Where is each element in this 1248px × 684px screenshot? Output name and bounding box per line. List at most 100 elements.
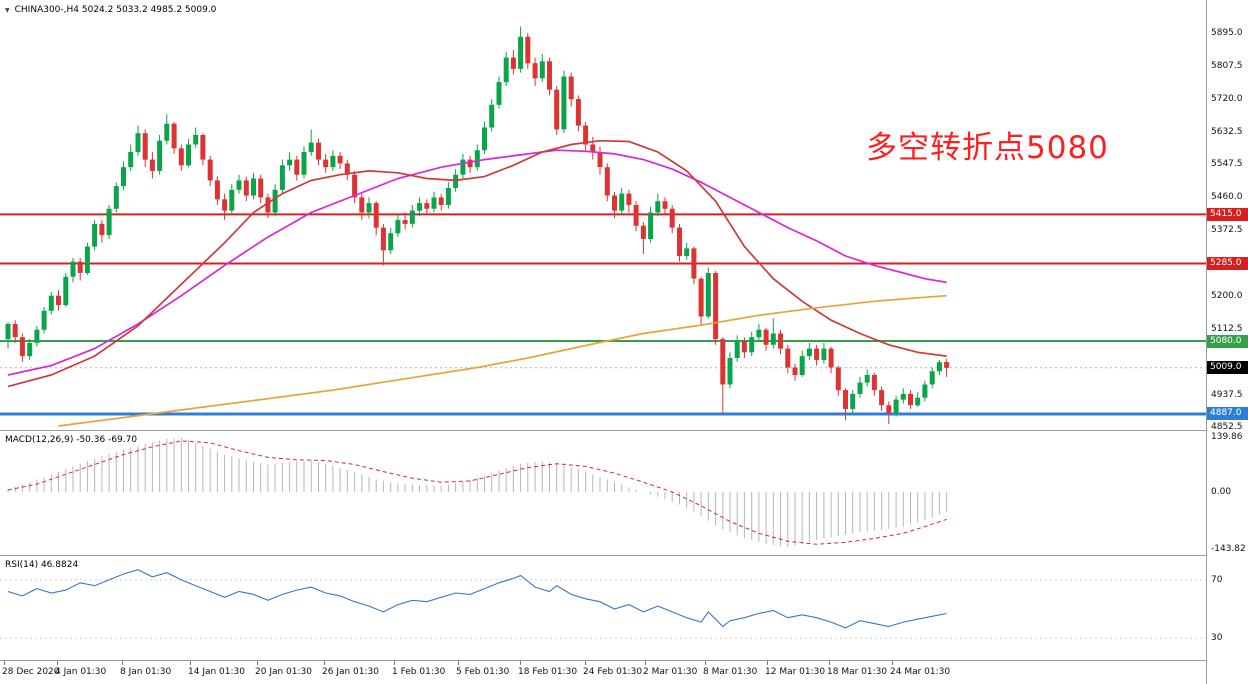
- candle: [84, 246, 90, 273]
- candle: [698, 278, 704, 317]
- candle: [330, 155, 336, 168]
- macd-chart-canvas[interactable]: [0, 432, 1206, 555]
- candles[interactable]: [5, 26, 950, 425]
- candle: [503, 57, 509, 83]
- candle: [409, 210, 415, 224]
- time-label: 2 Mar 01:30: [643, 667, 698, 677]
- axis-tick-label: 5807.5: [1211, 61, 1243, 71]
- candle: [438, 197, 444, 205]
- candle: [417, 203, 422, 211]
- time-label: 18 Mar 01:30: [827, 667, 888, 677]
- axis-tick-label: 70: [1211, 575, 1223, 585]
- candle: [597, 152, 603, 168]
- candle: [121, 167, 126, 187]
- candle: [734, 341, 740, 358]
- candle: [720, 339, 726, 385]
- time-label: 20 Jan 01:30: [255, 667, 312, 677]
- time-label: 28 Dec 2020: [2, 667, 60, 677]
- current-price-badge: 5009.0: [1207, 361, 1248, 374]
- candle: [200, 135, 206, 160]
- symbol-ohlc-text: CHINA300-,H4 5024.2 5033.2 4985.2 5009.0: [14, 5, 217, 15]
- panel-separator[interactable]: [0, 430, 1248, 431]
- candle: [532, 63, 538, 79]
- ma-magenta[interactable]: [7, 149, 947, 376]
- ma-red[interactable]: [7, 139, 947, 388]
- candle: [229, 189, 235, 211]
- candle: [431, 197, 437, 209]
- candle: [34, 329, 40, 343]
- candle: [828, 348, 834, 368]
- candle: [669, 208, 675, 228]
- candle: [474, 150, 480, 168]
- candle: [92, 223, 98, 247]
- candle: [99, 223, 105, 236]
- candle: [113, 186, 119, 209]
- candle: [344, 163, 350, 175]
- candle: [684, 248, 690, 256]
- candle: [171, 123, 177, 149]
- candle: [352, 174, 358, 198]
- candle: [655, 201, 661, 213]
- price-badge-5285.0: 5285.0: [1207, 257, 1248, 270]
- ma-orange[interactable]: [58, 294, 947, 427]
- candle: [178, 148, 184, 166]
- candle: [864, 375, 870, 383]
- time-label: 4 Jan 01:30: [55, 667, 107, 677]
- candle: [301, 152, 307, 175]
- candle: [70, 261, 76, 277]
- price-badge-5080.0: 5080.0: [1207, 335, 1248, 348]
- candle: [633, 205, 639, 226]
- candle: [77, 261, 83, 273]
- panel-separator: [0, 660, 1248, 661]
- rsi-line: [7, 569, 947, 629]
- price-chart-canvas[interactable]: [0, 0, 1206, 431]
- candle: [857, 382, 863, 394]
- candle: [236, 180, 242, 190]
- time-label: 5 Feb 01:30: [456, 667, 510, 677]
- candle: [460, 159, 466, 175]
- time-tick: [4, 661, 5, 665]
- price-badge-4887.0: 4887.0: [1207, 407, 1248, 420]
- candle: [106, 208, 112, 236]
- candle: [713, 273, 719, 340]
- candle: [149, 159, 155, 171]
- time-axis[interactable]: 28 Dec 2020 4 Jan 01:30 8 Jan 01:30 14 Jan …: [0, 661, 1206, 684]
- candle: [193, 135, 199, 145]
- axis-tick-label: 5200.0: [1211, 291, 1243, 301]
- macd-signal-line: [7, 440, 947, 545]
- candle: [287, 159, 293, 166]
- time-tick: [645, 661, 646, 665]
- candle: [879, 390, 885, 406]
- axis-tick-label: 139.86: [1211, 432, 1243, 442]
- candle: [366, 203, 372, 213]
- candle: [279, 165, 285, 190]
- axis-tick-label: 5372.5: [1211, 225, 1243, 235]
- candle: [871, 375, 877, 391]
- candle: [56, 295, 61, 306]
- rsi-chart-canvas[interactable]: [0, 557, 1206, 660]
- candle: [843, 390, 848, 409]
- time-label: 8 Jan 01:30: [120, 667, 172, 677]
- candle: [496, 82, 502, 105]
- candle: [626, 193, 632, 205]
- candle: [128, 152, 134, 168]
- price-axis[interactable]: 5895.0 5807.5 5720.0 5632.5 5547.5 5460.0 5372…: [1206, 0, 1248, 684]
- candle: [691, 248, 697, 279]
- candle: [337, 155, 343, 164]
- axis-tick-label: 4937.5: [1211, 390, 1243, 400]
- macd-panel: MACD(12,26,9) -50.36 -69.70: [0, 432, 1206, 555]
- candle: [741, 341, 747, 353]
- chart-annotation[interactable]: 多空转折点5080: [866, 130, 1109, 166]
- axis-tick-label: 4852.5: [1211, 422, 1243, 432]
- candle: [749, 337, 755, 353]
- axis-tick-label: -143.82: [1211, 544, 1246, 554]
- candle: [164, 123, 170, 141]
- candle: [929, 371, 935, 385]
- axis-tick-label: 30: [1211, 633, 1223, 643]
- candle: [525, 36, 531, 64]
- panel-separator[interactable]: [0, 555, 1248, 556]
- time-label: 14 Jan 01:30: [188, 667, 245, 677]
- candle: [186, 144, 191, 166]
- candle: [63, 276, 69, 306]
- collapse-triangle-icon[interactable]: ▼: [5, 6, 10, 14]
